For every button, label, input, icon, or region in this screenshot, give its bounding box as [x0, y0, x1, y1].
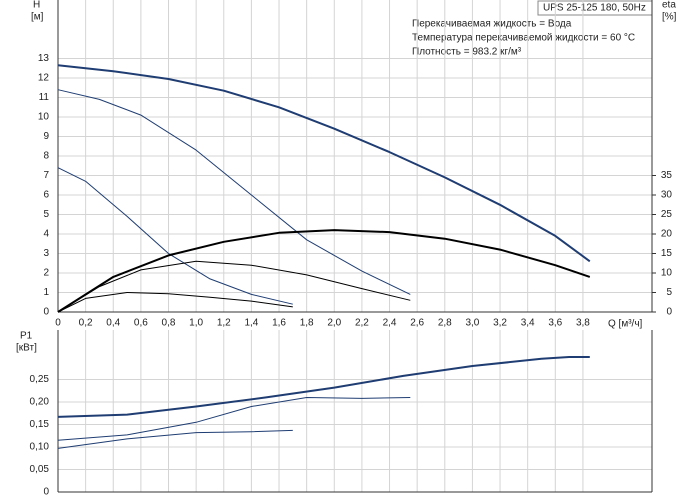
y-tick-label: 0 [43, 307, 49, 318]
curve [57, 89, 411, 295]
y-tick-label: 0,10 [30, 442, 50, 453]
x-tick-label: 2,6 [410, 318, 424, 329]
x-tick-label: 3,8 [576, 318, 590, 329]
curve [57, 356, 590, 418]
y-tick-label: 4 [43, 229, 49, 240]
y-tick-label: 0 [43, 487, 49, 498]
x-tick-label: 1,2 [217, 318, 231, 329]
note: Перекачиваемая жидкость = Вода [412, 19, 572, 30]
y2-unit: [%] [662, 12, 677, 23]
y-tick-label: 7 [43, 170, 49, 181]
curve [57, 167, 293, 305]
y2-tick-label: 15 [661, 248, 673, 259]
x-tick-label: 0,8 [162, 318, 176, 329]
x-tick-label: 1,0 [189, 318, 203, 329]
y-tick-label: 8 [43, 151, 49, 162]
x-tick-label: 3,4 [521, 318, 535, 329]
y2-tick-label: 5 [666, 287, 672, 298]
x-tick-label: 0 [55, 318, 61, 329]
note: Плотность = 983.2 кг/м³ [412, 47, 522, 58]
x-tick-label: 1,6 [272, 318, 286, 329]
y2-tick-label: 10 [661, 268, 673, 279]
x-tick-label: 2,2 [355, 318, 369, 329]
y2-tick-label: 35 [661, 170, 673, 181]
x-tick-label: 0,2 [79, 318, 93, 329]
y2-label: eta [662, 0, 676, 11]
y-label: P1 [20, 331, 33, 342]
x-tick-label: 3,2 [493, 318, 507, 329]
y-tick-label: 3 [43, 248, 49, 259]
x-tick-label: 3,0 [465, 318, 479, 329]
curve [57, 429, 293, 449]
model: UPS 25-125 180, 50Hz [543, 3, 646, 14]
y-tick-label: 12 [38, 73, 50, 84]
y-label: H [33, 0, 40, 11]
y2-tick-label: 20 [661, 229, 673, 240]
curve [57, 292, 293, 313]
curve [57, 229, 591, 313]
y-tick-label: 6 [43, 190, 49, 201]
x-tick-label: 0,6 [134, 318, 148, 329]
curve [57, 397, 411, 441]
y2-tick-label: 25 [661, 209, 673, 220]
y2-tick-label: 0 [666, 307, 672, 318]
y-tick-label: 2 [43, 268, 49, 279]
y-tick-label: 0,15 [30, 419, 50, 430]
y-unit: [м] [31, 12, 44, 23]
y-unit: [кВт] [16, 343, 37, 354]
y-tick-label: 1 [43, 287, 49, 298]
y-tick-label: 5 [43, 209, 49, 220]
y2-tick-label: 30 [661, 190, 673, 201]
note: Температура перекачиваемой жидкости = 60… [412, 33, 635, 44]
x-tick-label: 3,6 [548, 318, 562, 329]
curve [57, 260, 411, 313]
y-tick-label: 13 [38, 53, 50, 64]
x-tick-label: 1,8 [300, 318, 314, 329]
x-tick-label: 2,8 [438, 318, 452, 329]
y-tick-label: 0,05 [30, 464, 50, 475]
x-tick-label: 2,0 [327, 318, 341, 329]
y-tick-label: 9 [43, 131, 49, 142]
y-tick-label: 0,25 [30, 374, 50, 385]
x-tick-label: 1,4 [244, 318, 258, 329]
x-label: Q [м³/ч] [608, 319, 643, 330]
x-tick-label: 2,4 [383, 318, 397, 329]
curve [57, 64, 591, 263]
x-tick-label: 0,4 [106, 318, 120, 329]
y-tick-label: 0,20 [30, 397, 50, 408]
y-tick-label: 11 [39, 92, 50, 103]
y-tick-label: 10 [38, 112, 50, 123]
